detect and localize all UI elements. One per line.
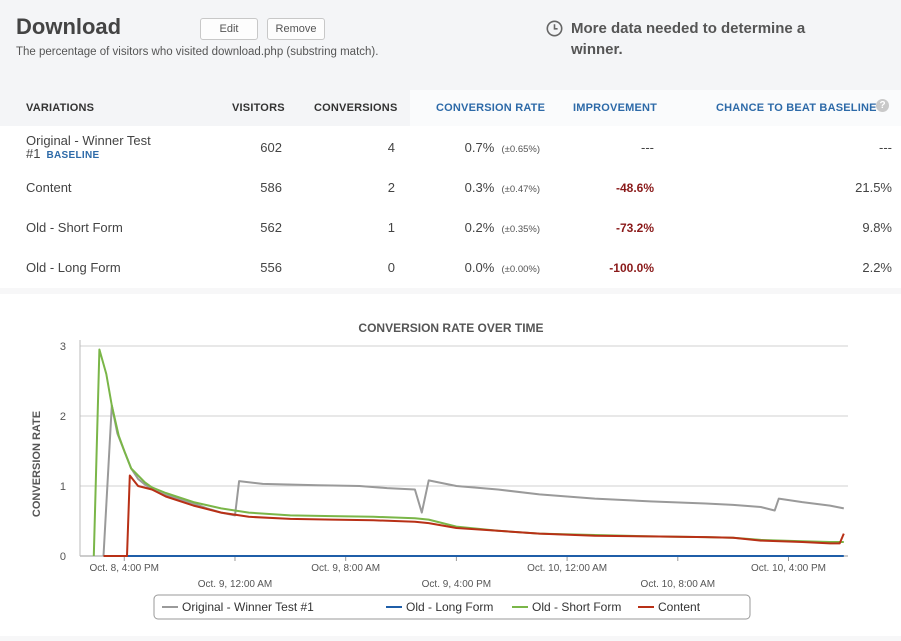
goal-description: The percentage of visitors who visited d… bbox=[16, 46, 379, 58]
conversion-rate-value: 0.7% (±0.65%) bbox=[464, 140, 540, 155]
legend-box bbox=[153, 594, 751, 620]
conversions-value: 4 bbox=[387, 140, 395, 155]
table-row: Old - Short Form 562 1 0.2% (±0.35%) -73… bbox=[0, 208, 901, 248]
legend-label: Content bbox=[658, 600, 701, 614]
legend-label: Old - Long Form bbox=[406, 600, 493, 614]
header-conversion-rate[interactable]: CONVERSION RATE bbox=[436, 102, 546, 114]
conversions-value: 0 bbox=[387, 260, 395, 275]
legend-label: Old - Short Form bbox=[532, 600, 621, 614]
visitors-value: 562 bbox=[260, 220, 282, 235]
variation-name: Old - Short Form bbox=[26, 220, 123, 235]
series-line-content bbox=[103, 474, 845, 557]
chart-title: CONVERSION RATE OVER TIME bbox=[358, 321, 543, 335]
series-lines bbox=[92, 348, 845, 557]
table-row: Old - Long Form 556 0 0.0% (±0.00%) -100… bbox=[0, 248, 901, 288]
chance-value: 9.8% bbox=[862, 220, 892, 235]
chance-value: --- bbox=[879, 140, 892, 155]
header-chance-to-beat-baseline[interactable]: CHANCE TO BEAT BASELINE bbox=[716, 102, 877, 114]
x-tick-label: Oct. 9, 12:00 AM bbox=[198, 579, 272, 590]
header-variations[interactable]: VARIATIONS bbox=[26, 102, 95, 114]
clock-icon bbox=[546, 20, 563, 37]
x-tick-label: Oct. 9, 8:00 AM bbox=[311, 563, 380, 574]
improvement-value: -48.6% bbox=[615, 181, 654, 195]
y-tick-label: 0 bbox=[60, 551, 66, 563]
x-tick-label: Oct. 8, 4:00 PM bbox=[90, 563, 159, 574]
variation-name: Content bbox=[26, 180, 72, 195]
variation-name: Original - Winner Test #1 BASELINE bbox=[26, 133, 151, 161]
goal-title: Download bbox=[16, 14, 122, 39]
legend-label: Original - Winner Test #1 bbox=[182, 600, 314, 614]
visitors-value: 556 bbox=[260, 260, 282, 275]
series-line-old-short-form bbox=[92, 348, 844, 557]
conversion-rate-value: 0.3% (±0.47%) bbox=[464, 180, 540, 195]
conversion-rate-chart-panel: CONVERSION RATE OVER TIME CONVERSION RAT… bbox=[0, 294, 901, 636]
chart-legend: Original - Winner Test #1 Old - Long Form… bbox=[153, 594, 751, 620]
chance-value: 2.2% bbox=[862, 260, 892, 275]
results-table: VARIATIONS VISITORS CONVERSIONS CONVERSI… bbox=[0, 90, 901, 288]
improvement-value: -100.0% bbox=[609, 261, 654, 275]
conversion-rate-value: 0.2% (±0.35%) bbox=[464, 220, 540, 235]
x-tick-label: Oct. 10, 8:00 AM bbox=[641, 579, 715, 590]
header-visitors[interactable]: VISITORS bbox=[232, 102, 285, 114]
grid-lines bbox=[79, 340, 848, 557]
conversions-value: 1 bbox=[387, 220, 395, 235]
improvement-value: -73.2% bbox=[615, 221, 654, 235]
baseline-badge: BASELINE bbox=[46, 150, 100, 161]
conversion-rate-value: 0.0% (±0.00%) bbox=[464, 260, 540, 275]
x-tick-label: Oct. 10, 4:00 PM bbox=[751, 563, 826, 574]
header-improvement[interactable]: IMPROVEMENT bbox=[573, 102, 658, 114]
visitors-value: 586 bbox=[260, 180, 282, 195]
x-tick-label: Oct. 9, 4:00 PM bbox=[422, 579, 491, 590]
x-tick-label: Oct. 10, 12:00 AM bbox=[527, 563, 607, 574]
x-ticks: Oct. 8, 4:00 PM Oct. 9, 12:00 AM Oct. 9, 8… bbox=[90, 556, 826, 590]
conversions-value: 2 bbox=[387, 180, 395, 195]
y-tick-label: 2 bbox=[60, 411, 66, 423]
series-line-original-winner-test-1 bbox=[102, 404, 844, 557]
visitors-value: 602 bbox=[260, 140, 282, 155]
improvement-value: --- bbox=[641, 140, 654, 155]
remove-button[interactable]: Remove bbox=[267, 18, 325, 40]
variation-name: Old - Long Form bbox=[26, 260, 121, 275]
y-ticks: 0 1 2 3 bbox=[60, 341, 66, 563]
goal-header: Download Edit Remove The percentage of v… bbox=[0, 0, 901, 90]
notice-text: More data needed to determine a winner. bbox=[571, 20, 806, 58]
y-tick-label: 3 bbox=[60, 341, 66, 353]
table-row: Content 586 2 0.3% (±0.47%) -48.6% 21.5% bbox=[0, 168, 901, 208]
y-tick-label: 1 bbox=[60, 481, 66, 493]
conversion-rate-chart: CONVERSION RATE OVER TIME CONVERSION RAT… bbox=[31, 321, 848, 620]
table-row: Original - Winner Test #1 BASELINE 602 4 … bbox=[0, 128, 901, 168]
chance-value: 21.5% bbox=[855, 180, 892, 195]
help-icon[interactable]: ? bbox=[876, 99, 889, 112]
y-axis-label: CONVERSION RATE bbox=[31, 411, 43, 517]
edit-button[interactable]: Edit bbox=[200, 18, 258, 40]
header-conversions[interactable]: CONVERSIONS bbox=[314, 102, 398, 114]
